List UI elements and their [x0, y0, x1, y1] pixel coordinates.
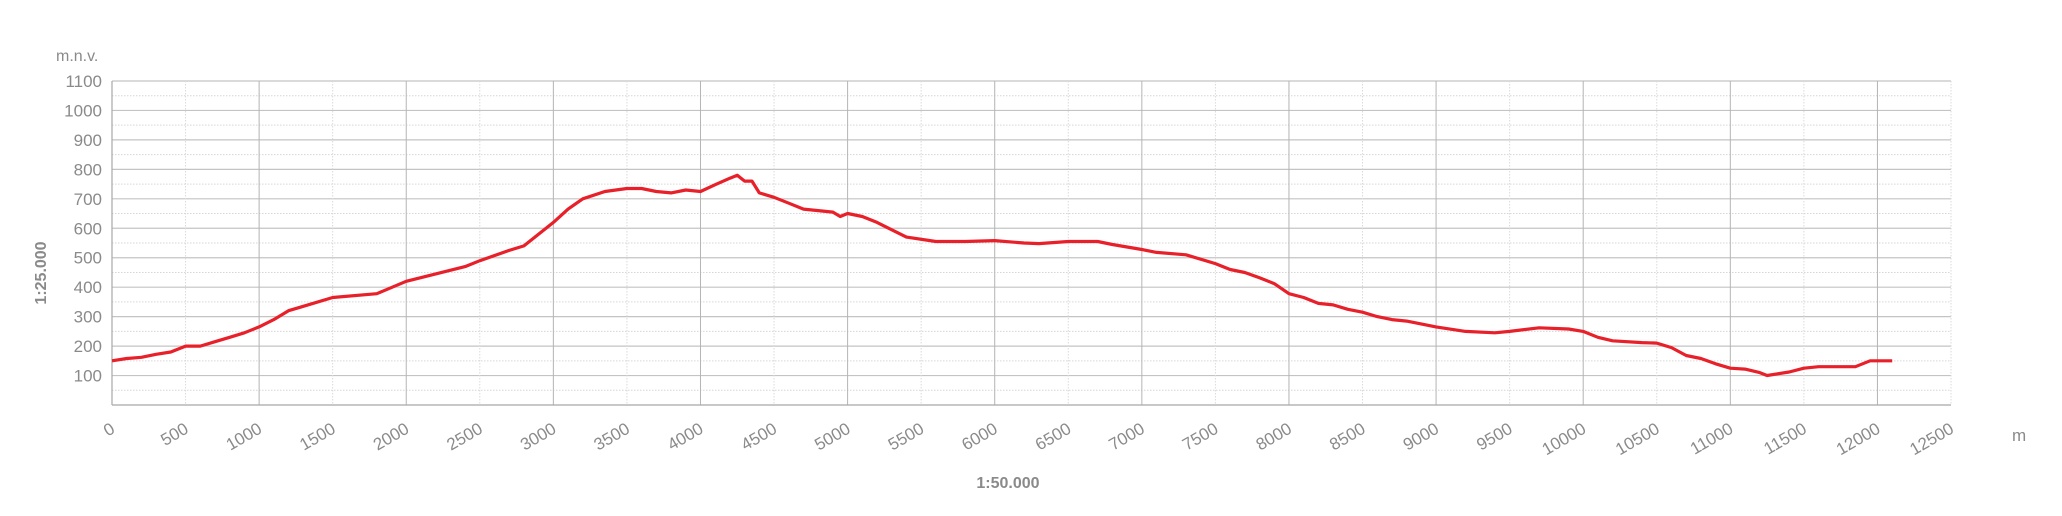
y-tick-label: 700: [74, 190, 102, 209]
y-tick-label: 100: [74, 367, 102, 386]
y-tick-label: 500: [74, 249, 102, 268]
x-tick-label: 3000: [517, 419, 559, 454]
x-tick-labels: 0 500 1000 1500 2000 2500 3000 3500 4000 4500 5000…: [100, 419, 1957, 459]
x-tick-label: 12500: [1907, 419, 1957, 459]
x-tick-label: 500: [157, 419, 191, 450]
x-tick-label: 6500: [1032, 419, 1074, 454]
horizontal-scale-label: 1:50.000: [976, 475, 1039, 492]
x-tick-label: 8500: [1326, 419, 1368, 454]
y-tick-label: 800: [74, 160, 102, 179]
x-tick-label: 10500: [1612, 419, 1662, 459]
x-tick-label: 9000: [1400, 419, 1442, 454]
x-axis-unit-label: m: [2012, 426, 2026, 445]
x-tick-label: 2500: [444, 419, 486, 454]
x-tick-label: 5000: [811, 419, 853, 454]
grid: [112, 80, 1952, 405]
x-tick-label: 9500: [1473, 419, 1515, 454]
x-tick-label: 4000: [664, 419, 706, 454]
y-tick-labels: 100 200 300 400 500 600 700 800 900 1000 1100: [64, 72, 102, 386]
axes: [111, 81, 1951, 406]
y-axis-label: m.n.v.: [56, 48, 98, 65]
vertical-scale-label: 1:25.000: [33, 241, 50, 304]
x-tick-label: 1000: [223, 419, 265, 454]
y-tick-label: 200: [74, 337, 102, 356]
x-tick-label: 8000: [1253, 419, 1295, 454]
y-tick-label: 1000: [64, 101, 102, 120]
x-tick-label: 7000: [1106, 419, 1148, 454]
y-tick-label: 400: [74, 278, 102, 297]
x-tick-label: 5500: [885, 419, 927, 454]
x-tick-label: 12000: [1833, 419, 1883, 459]
x-tick-label: 11000: [1687, 419, 1736, 458]
x-tick-label: 11500: [1761, 419, 1810, 458]
x-tick-label: 7500: [1179, 419, 1221, 454]
y-tick-label: 1100: [65, 72, 102, 91]
x-tick-label: 2000: [370, 419, 412, 454]
x-tick-label: 6000: [958, 419, 1000, 454]
elevation-line: [111, 173, 1893, 378]
x-tick-label: 1500: [296, 419, 338, 454]
x-tick-label: 0: [100, 419, 118, 440]
x-tick-label: 10000: [1539, 419, 1589, 459]
y-tick-label: 900: [74, 131, 102, 150]
x-tick-label: 4500: [738, 419, 780, 454]
y-tick-label: 600: [74, 219, 102, 238]
y-tick-label: 300: [74, 308, 102, 327]
x-tick-label: 3500: [591, 419, 633, 454]
